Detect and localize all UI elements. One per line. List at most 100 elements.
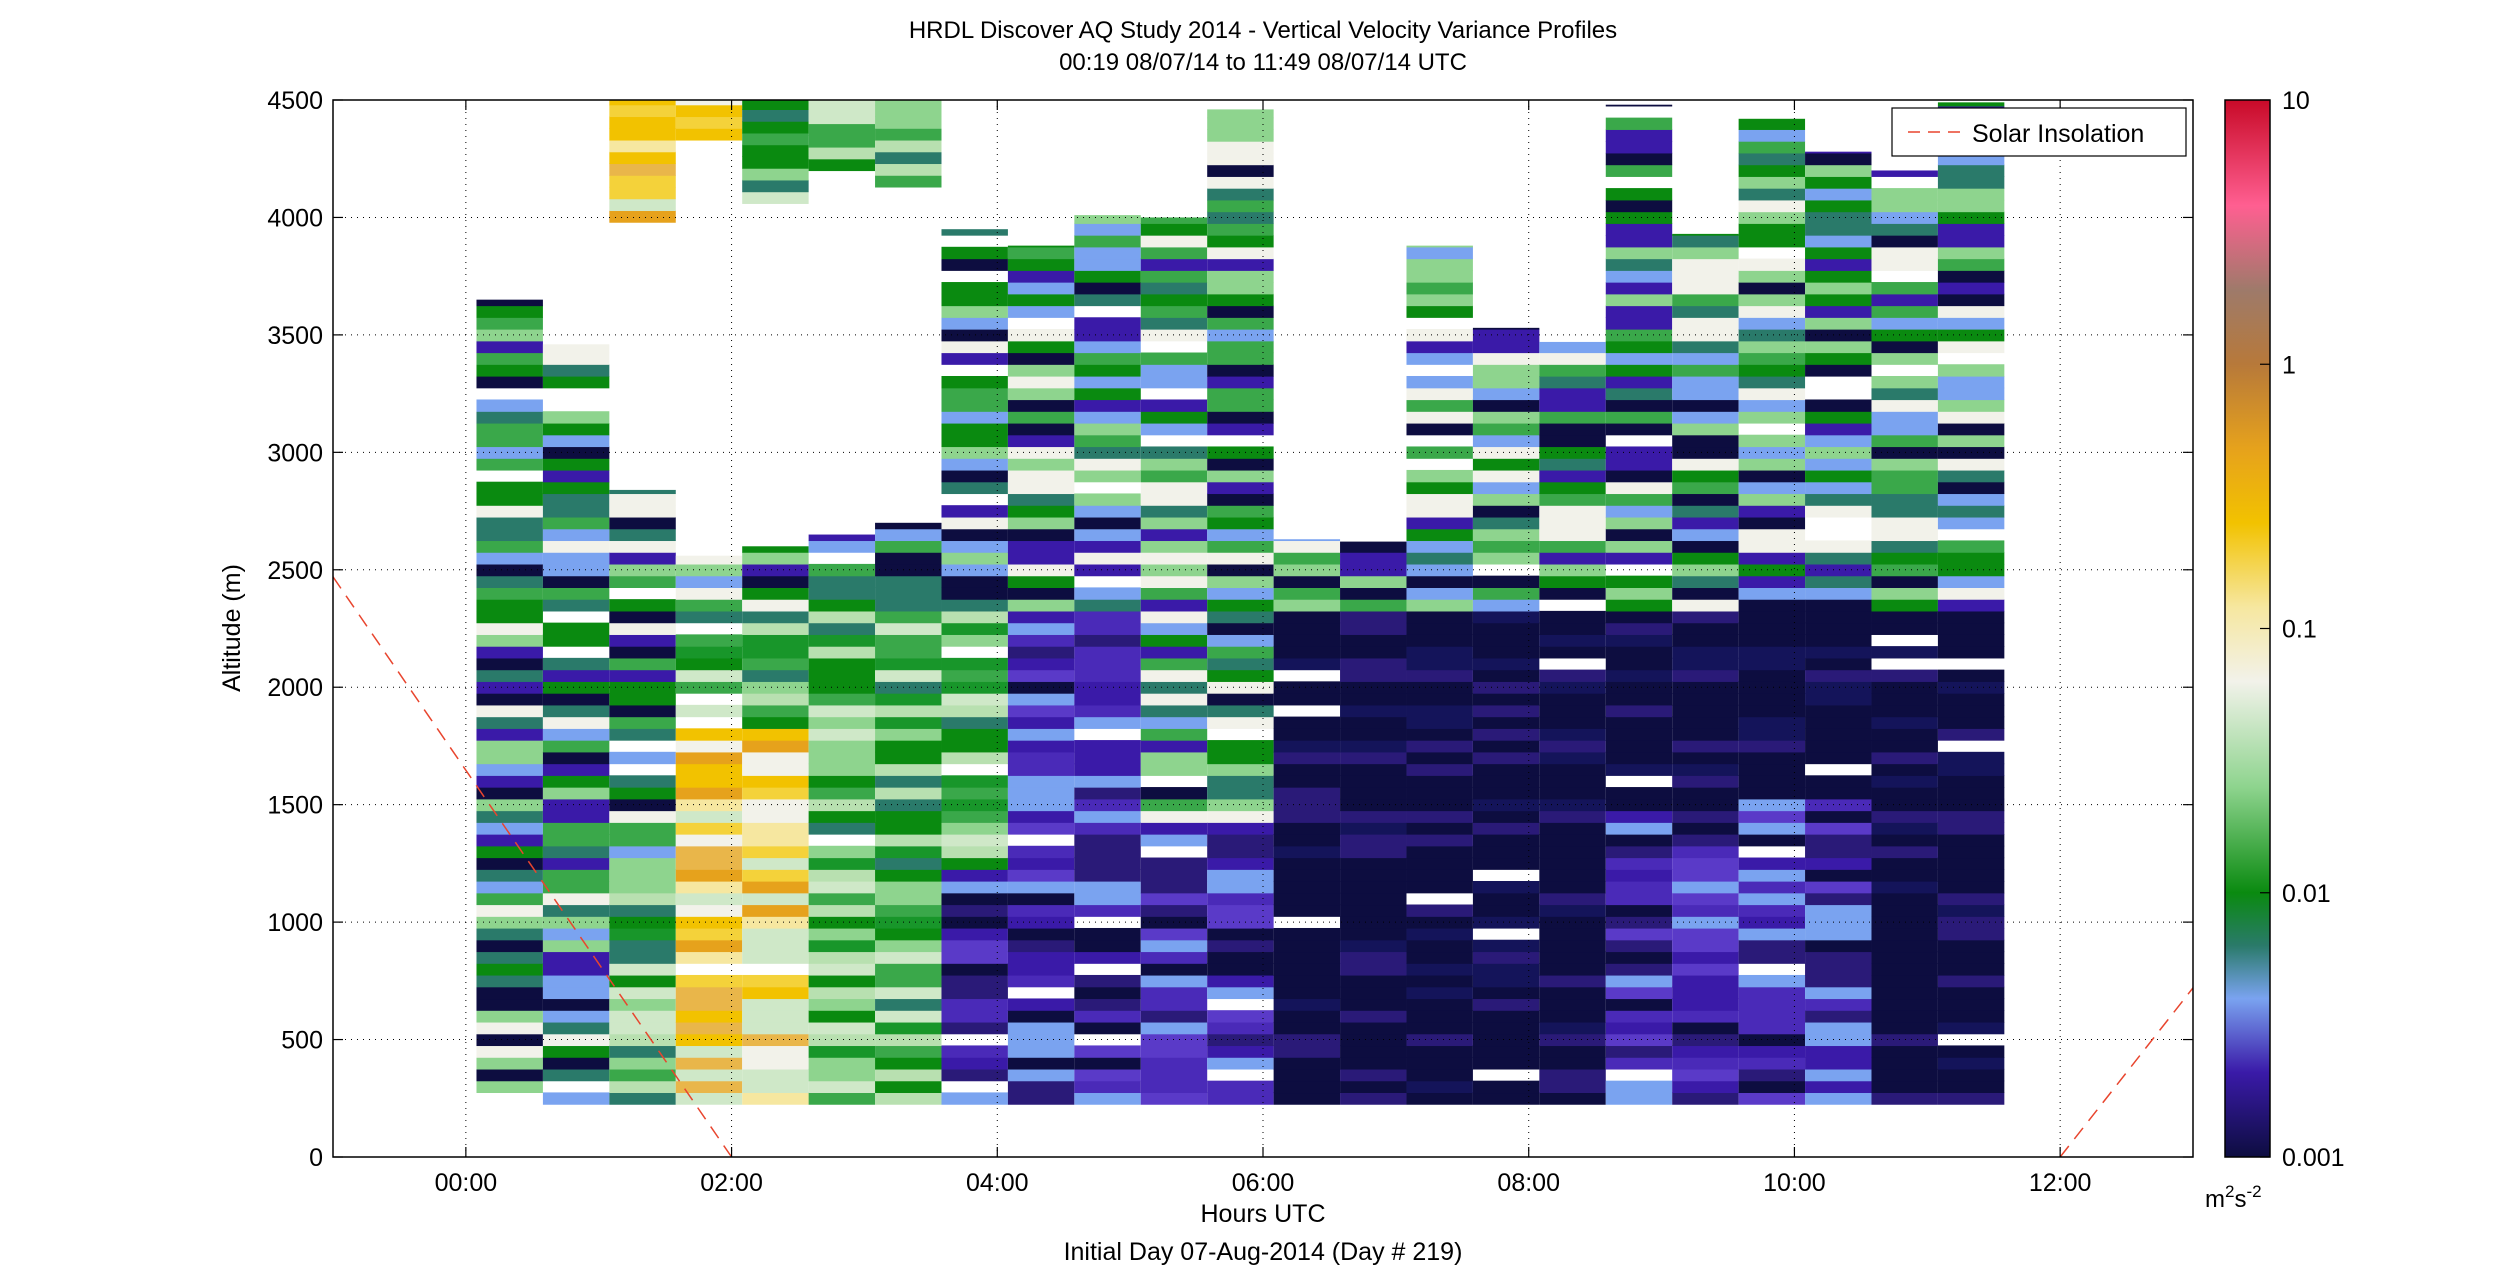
heatmap-cell	[1207, 587, 1274, 600]
heatmap-cell	[675, 1021, 743, 1035]
heatmap-cell	[675, 116, 743, 129]
heatmap-cell	[1672, 963, 1739, 976]
heatmap-cell	[742, 121, 809, 134]
heatmap-cell	[1937, 775, 2005, 788]
heatmap-cell	[1937, 293, 2005, 307]
heatmap-cell	[1937, 399, 2005, 412]
heatmap-cell	[1738, 1045, 1806, 1058]
heatmap-cell	[609, 610, 676, 624]
heatmap-cell	[542, 634, 610, 647]
heatmap-cell	[1472, 1080, 1540, 1094]
y-tick-label: 500	[281, 1027, 323, 1055]
heatmap-cell	[1805, 364, 1872, 377]
heatmap-cell	[1539, 399, 1606, 412]
heatmap-cell	[1871, 869, 1938, 882]
heatmap-cell	[1406, 881, 1473, 894]
heatmap-cell	[476, 575, 543, 588]
heatmap-cell	[1937, 810, 2005, 823]
heatmap-cell	[542, 669, 610, 682]
heatmap-cell	[542, 986, 610, 1000]
heatmap-cell	[1937, 422, 2005, 436]
heatmap-cell	[675, 787, 743, 800]
heatmap-cell	[1805, 1033, 1872, 1047]
heatmap-cell	[609, 1033, 676, 1047]
heatmap-cell	[1472, 845, 1540, 859]
heatmap-cell	[1074, 810, 1141, 823]
heatmap-cell	[875, 904, 942, 917]
heatmap-cell	[609, 646, 676, 659]
heatmap-cell	[808, 575, 876, 588]
heatmap-cell	[1871, 904, 1938, 917]
heatmap-cell	[941, 916, 1008, 929]
heatmap-cell	[1074, 552, 1141, 565]
heatmap-cell	[1738, 305, 1806, 318]
heatmap-cell	[1937, 176, 2005, 189]
heatmap-cell	[1406, 258, 1473, 271]
heatmap-cell	[1937, 1068, 2005, 1082]
heatmap-cell	[1207, 834, 1274, 847]
heatmap-cell	[875, 693, 942, 706]
heatmap-cell	[875, 540, 942, 553]
heatmap-cell	[1672, 481, 1739, 495]
heatmap-cell	[742, 775, 809, 788]
heatmap-cell	[1273, 1080, 1341, 1094]
heatmap-cell	[1672, 599, 1739, 612]
heatmap-cell	[941, 963, 1008, 976]
heatmap-cell	[1738, 927, 1806, 941]
x-tick-label: 08:00	[1497, 1169, 1560, 1197]
heatmap-cell	[1140, 963, 1208, 976]
heatmap-cell	[1605, 270, 1673, 283]
heatmap-cell	[1140, 904, 1208, 917]
heatmap-cell	[1340, 857, 1407, 870]
heatmap-cell	[1472, 751, 1540, 765]
heatmap-cell	[1472, 834, 1540, 847]
heatmap-cell	[609, 516, 676, 530]
heatmap-cell	[1074, 974, 1141, 988]
heatmap-cell	[609, 1057, 676, 1070]
heatmap-cell	[1472, 528, 1540, 542]
heatmap-cell	[1805, 740, 1872, 753]
heatmap-cell	[941, 458, 1008, 471]
heatmap-cell	[1207, 375, 1274, 389]
heatmap-cell	[1406, 575, 1473, 588]
heatmap-cell	[808, 763, 876, 776]
heatmap-cell	[675, 904, 743, 917]
heatmap-cell	[1805, 892, 1872, 906]
heatmap-cell	[1472, 669, 1540, 682]
heatmap-cell	[1605, 552, 1673, 565]
heatmap-cell	[1406, 329, 1473, 342]
heatmap-cell	[1207, 199, 1274, 213]
heatmap-cell	[1871, 293, 1938, 307]
heatmap-cell	[742, 939, 809, 953]
heatmap-cell	[1605, 716, 1673, 729]
heatmap-cell	[1406, 775, 1473, 788]
heatmap-cell	[609, 1045, 676, 1058]
heatmap-cell	[1539, 693, 1606, 706]
heatmap-cell	[1937, 246, 2005, 260]
heatmap-cell	[1871, 493, 1938, 506]
heatmap-cell	[1074, 869, 1141, 882]
heatmap-cell	[1937, 317, 2005, 330]
heatmap-cell	[1074, 834, 1141, 847]
heatmap-cell	[542, 751, 610, 765]
heatmap-cell	[1738, 375, 1806, 389]
heatmap-cell	[742, 916, 809, 929]
heatmap-cell	[1805, 587, 1872, 600]
heatmap-cell	[1605, 939, 1673, 953]
heatmap-cell	[1140, 223, 1208, 236]
heatmap-cell	[542, 493, 610, 506]
heatmap-cell	[675, 916, 743, 929]
heatmap-cell	[1406, 552, 1473, 565]
heatmap-cell	[941, 575, 1008, 588]
heatmap-cell	[742, 1068, 809, 1082]
heatmap-cell	[1140, 599, 1208, 612]
heatmap-cell	[1871, 199, 1938, 213]
heatmap-cell	[808, 1092, 876, 1105]
heatmap-cell	[941, 552, 1008, 565]
heatmap-cell	[1273, 610, 1341, 624]
heatmap-cell	[1738, 1021, 1806, 1035]
heatmap-cell	[476, 740, 543, 753]
heatmap-cell	[742, 1033, 809, 1047]
heatmap-cell	[1074, 669, 1141, 682]
